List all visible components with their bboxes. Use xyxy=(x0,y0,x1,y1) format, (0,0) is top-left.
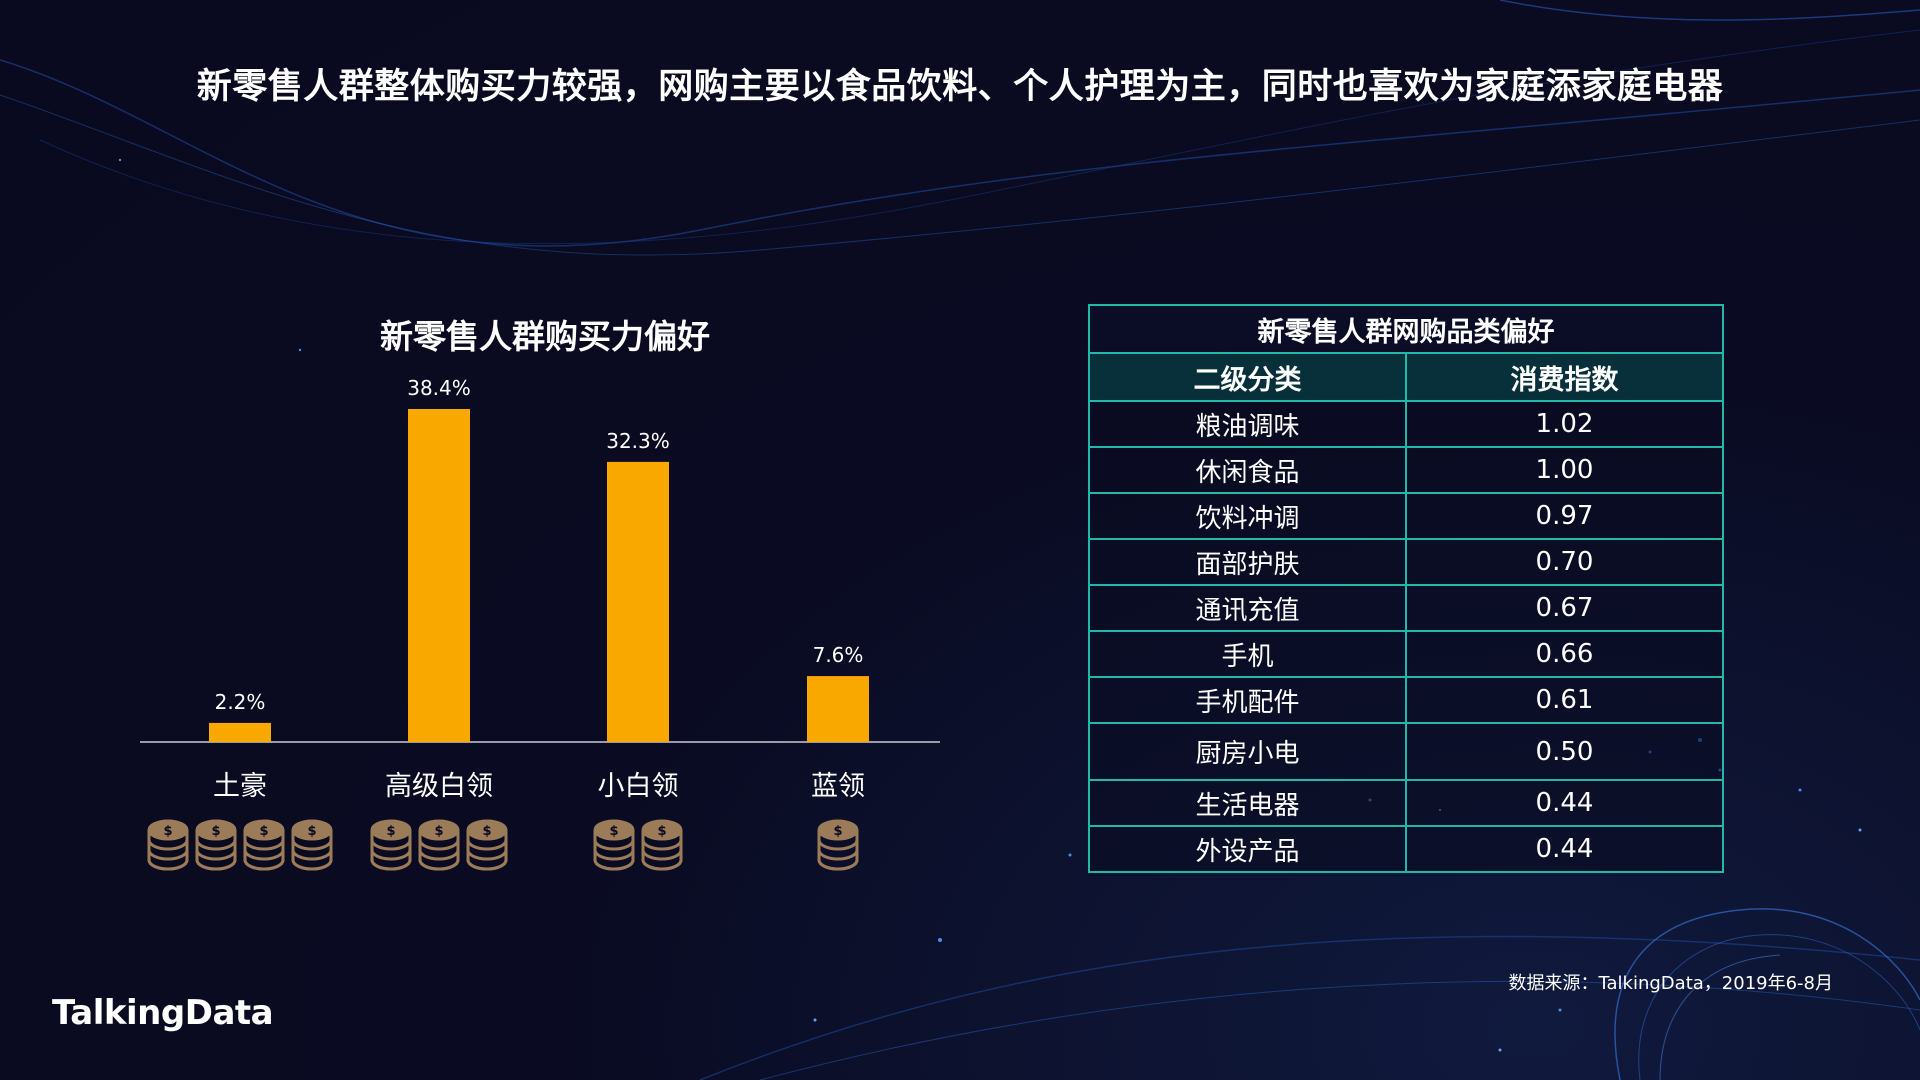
svg-text:$: $ xyxy=(482,824,491,839)
coin-icon: $ xyxy=(368,818,414,872)
category-label: 小白领 xyxy=(598,771,679,802)
svg-text:$: $ xyxy=(163,824,172,839)
category-preference-table: 新零售人群网购品类偏好 二级分类 消费指数 粮油调味 1.02 休闲食品 1.0… xyxy=(1088,304,1724,873)
svg-text:$: $ xyxy=(833,824,842,839)
svg-text:$: $ xyxy=(609,824,618,839)
bar-小白领 xyxy=(607,461,669,742)
table-row: 通讯充值 0.67 xyxy=(1088,584,1724,632)
category-cell: 粮油调味 xyxy=(1088,400,1407,448)
table-row: 外设产品 0.44 xyxy=(1088,825,1724,873)
column-header-category: 二级分类 xyxy=(1088,352,1407,402)
bar-value-label: 7.6% xyxy=(813,643,864,667)
table-row: 生活电器 0.44 xyxy=(1088,779,1724,827)
coin-stack-高级白领: $ $ $ xyxy=(368,818,510,874)
table-title-row: 新零售人群网购品类偏好 xyxy=(1088,304,1724,354)
table-title: 新零售人群网购品类偏好 xyxy=(1088,304,1724,354)
index-cell: 0.67 xyxy=(1405,584,1724,632)
bar-高级白领 xyxy=(408,409,470,742)
column-header-index: 消费指数 xyxy=(1405,352,1724,402)
category-cell: 通讯充值 xyxy=(1088,584,1407,632)
category-label: 蓝领 xyxy=(811,771,865,802)
coin-stack-蓝领: $ xyxy=(815,818,861,874)
category-cell: 生活电器 xyxy=(1088,779,1407,827)
index-cell: 0.66 xyxy=(1405,630,1724,678)
table-row: 面部护肤 0.70 xyxy=(1088,538,1724,586)
index-cell: 0.44 xyxy=(1405,779,1724,827)
category-cell: 外设产品 xyxy=(1088,825,1407,873)
bar-蓝领 xyxy=(807,676,869,742)
talkingdata-logo: TalkingData xyxy=(52,993,274,1033)
coin-icon: $ xyxy=(639,818,685,872)
svg-text:$: $ xyxy=(211,824,220,839)
category-cell: 休闲食品 xyxy=(1088,446,1407,494)
bar-value-label: 2.2% xyxy=(215,690,266,714)
table-row: 粮油调味 1.02 xyxy=(1088,400,1724,448)
table-row: 饮料冲调 0.97 xyxy=(1088,492,1724,540)
table-row: 厨房小电 0.50 xyxy=(1088,722,1724,781)
bars-group: 2.2% 土豪 38.4% 高级白领 32.3% 小白领 7.6% 蓝领 xyxy=(209,376,869,802)
svg-text:$: $ xyxy=(386,824,395,839)
coin-icon: $ xyxy=(289,818,335,872)
category-label: 土豪 xyxy=(213,771,267,802)
index-cell: 0.50 xyxy=(1405,722,1724,781)
category-cell: 厨房小电 xyxy=(1088,722,1407,781)
bar-value-label: 32.3% xyxy=(606,429,670,453)
category-cell: 饮料冲调 xyxy=(1088,492,1407,540)
bar-土豪 xyxy=(209,722,271,742)
index-cell: 1.00 xyxy=(1405,446,1724,494)
category-cell: 手机 xyxy=(1088,630,1407,678)
coin-icon: $ xyxy=(241,818,287,872)
table-header-row: 二级分类 消费指数 xyxy=(1088,352,1724,402)
svg-text:$: $ xyxy=(259,824,268,839)
svg-text:$: $ xyxy=(307,824,316,839)
preference-table: 新零售人群网购品类偏好 二级分类 消费指数 粮油调味 1.02 休闲食品 1.0… xyxy=(1088,304,1724,873)
category-cell: 面部护肤 xyxy=(1088,538,1407,586)
coin-icon: $ xyxy=(193,818,239,872)
category-label: 高级白领 xyxy=(385,771,493,802)
index-cell: 0.61 xyxy=(1405,676,1724,724)
index-cell: 0.70 xyxy=(1405,538,1724,586)
table-row: 手机配件 0.61 xyxy=(1088,676,1724,724)
svg-text:$: $ xyxy=(434,824,443,839)
coin-icon: $ xyxy=(591,818,637,872)
table-row: 休闲食品 1.00 xyxy=(1088,446,1724,494)
data-source-note: 数据来源：TalkingData，2019年6-8月 xyxy=(1508,973,1834,994)
coin-stack-小白领: $ $ xyxy=(591,818,685,874)
bar-value-label: 38.4% xyxy=(407,376,471,400)
index-cell: 0.97 xyxy=(1405,492,1724,540)
coin-stack-土豪: $ $ $ $ xyxy=(145,818,335,874)
table-row: 手机 0.66 xyxy=(1088,630,1724,678)
index-cell: 0.44 xyxy=(1405,825,1724,873)
coin-icon: $ xyxy=(464,818,510,872)
index-cell: 1.02 xyxy=(1405,400,1724,448)
category-cell: 手机配件 xyxy=(1088,676,1407,724)
chart-title: 新零售人群购买力偏好 xyxy=(380,317,710,356)
coin-icon: $ xyxy=(145,818,191,872)
coin-icon: $ xyxy=(815,818,861,872)
page-headline: 新零售人群整体购买力较强，网购主要以食品饮料、个人护理为主，同时也喜欢为家庭添家… xyxy=(196,67,1724,107)
svg-text:$: $ xyxy=(657,824,666,839)
coin-icon: $ xyxy=(416,818,462,872)
